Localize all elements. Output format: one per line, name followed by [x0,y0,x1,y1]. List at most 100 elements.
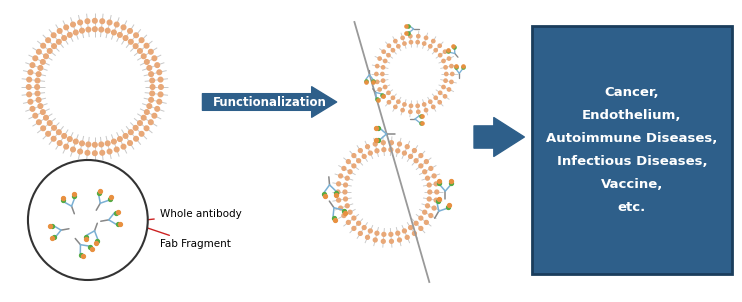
Circle shape [357,221,361,225]
Circle shape [108,149,112,154]
Circle shape [139,131,144,136]
Circle shape [138,121,142,125]
Circle shape [30,63,35,67]
Circle shape [378,88,381,91]
Circle shape [30,107,35,111]
Circle shape [41,110,45,114]
FancyArrowPatch shape [474,117,525,156]
Circle shape [343,190,347,194]
Circle shape [435,190,439,194]
Circle shape [27,77,31,82]
Circle shape [444,79,447,82]
Circle shape [391,96,395,99]
Circle shape [150,91,154,96]
Circle shape [405,145,409,149]
Circle shape [423,210,427,214]
Circle shape [444,72,448,76]
Circle shape [381,239,385,243]
Circle shape [46,131,50,136]
Circle shape [128,40,133,44]
Circle shape [128,130,133,134]
Circle shape [409,34,412,38]
Circle shape [62,36,67,40]
Circle shape [401,36,404,40]
Circle shape [410,40,413,44]
Circle shape [366,235,370,239]
Circle shape [105,141,110,146]
Circle shape [111,139,116,144]
Circle shape [375,231,379,235]
Circle shape [373,238,377,242]
Circle shape [434,198,438,202]
Circle shape [36,98,41,102]
Circle shape [432,105,435,108]
Circle shape [382,95,385,98]
Circle shape [441,59,445,63]
Circle shape [121,144,126,149]
Circle shape [447,57,450,60]
Text: Fab Fragment: Fab Fragment [104,213,231,249]
Circle shape [145,59,149,64]
Circle shape [419,226,423,230]
Circle shape [384,59,387,63]
Circle shape [389,148,393,152]
Circle shape [79,28,85,33]
Circle shape [70,22,76,27]
Circle shape [149,72,154,76]
Circle shape [347,220,350,224]
Circle shape [432,174,436,178]
Circle shape [381,72,384,76]
Circle shape [86,142,91,147]
Circle shape [414,221,418,225]
Circle shape [384,85,387,89]
Circle shape [387,53,390,57]
Circle shape [398,142,401,146]
Circle shape [134,33,138,37]
Circle shape [389,233,393,236]
Circle shape [345,204,349,208]
Circle shape [134,137,138,141]
Circle shape [27,85,31,89]
Circle shape [414,159,418,163]
Circle shape [345,176,349,180]
Text: Cancer,
Endothelium,
Autoimmune Diseases,
Infectious Diseases,
Vaccine,
etc.: Cancer, Endothelium, Autoimmune Diseases… [546,86,718,214]
Circle shape [429,166,433,170]
Circle shape [148,120,153,124]
Circle shape [35,85,39,89]
Circle shape [348,170,352,174]
Circle shape [419,154,423,158]
Circle shape [352,226,356,230]
Circle shape [390,141,393,145]
Circle shape [352,216,356,220]
Circle shape [382,148,386,152]
Circle shape [444,95,447,98]
Circle shape [381,79,384,82]
Circle shape [387,44,390,47]
Circle shape [117,137,122,141]
Circle shape [46,38,50,43]
Circle shape [52,126,56,130]
Circle shape [114,147,119,152]
Circle shape [114,22,119,27]
Circle shape [427,197,431,201]
Text: Functionalization: Functionalization [213,95,326,108]
Circle shape [387,91,390,95]
Circle shape [426,176,430,180]
Circle shape [145,110,149,114]
Circle shape [128,141,132,145]
Circle shape [438,101,441,104]
Circle shape [150,78,154,83]
Circle shape [434,182,438,186]
Circle shape [366,145,370,149]
Circle shape [134,44,138,48]
Circle shape [342,214,346,217]
Circle shape [142,115,146,120]
Circle shape [99,142,104,147]
Circle shape [158,77,162,82]
Circle shape [337,182,341,186]
Circle shape [362,155,366,158]
Circle shape [441,85,445,89]
Circle shape [33,56,38,61]
Circle shape [447,88,450,91]
Circle shape [57,29,62,33]
